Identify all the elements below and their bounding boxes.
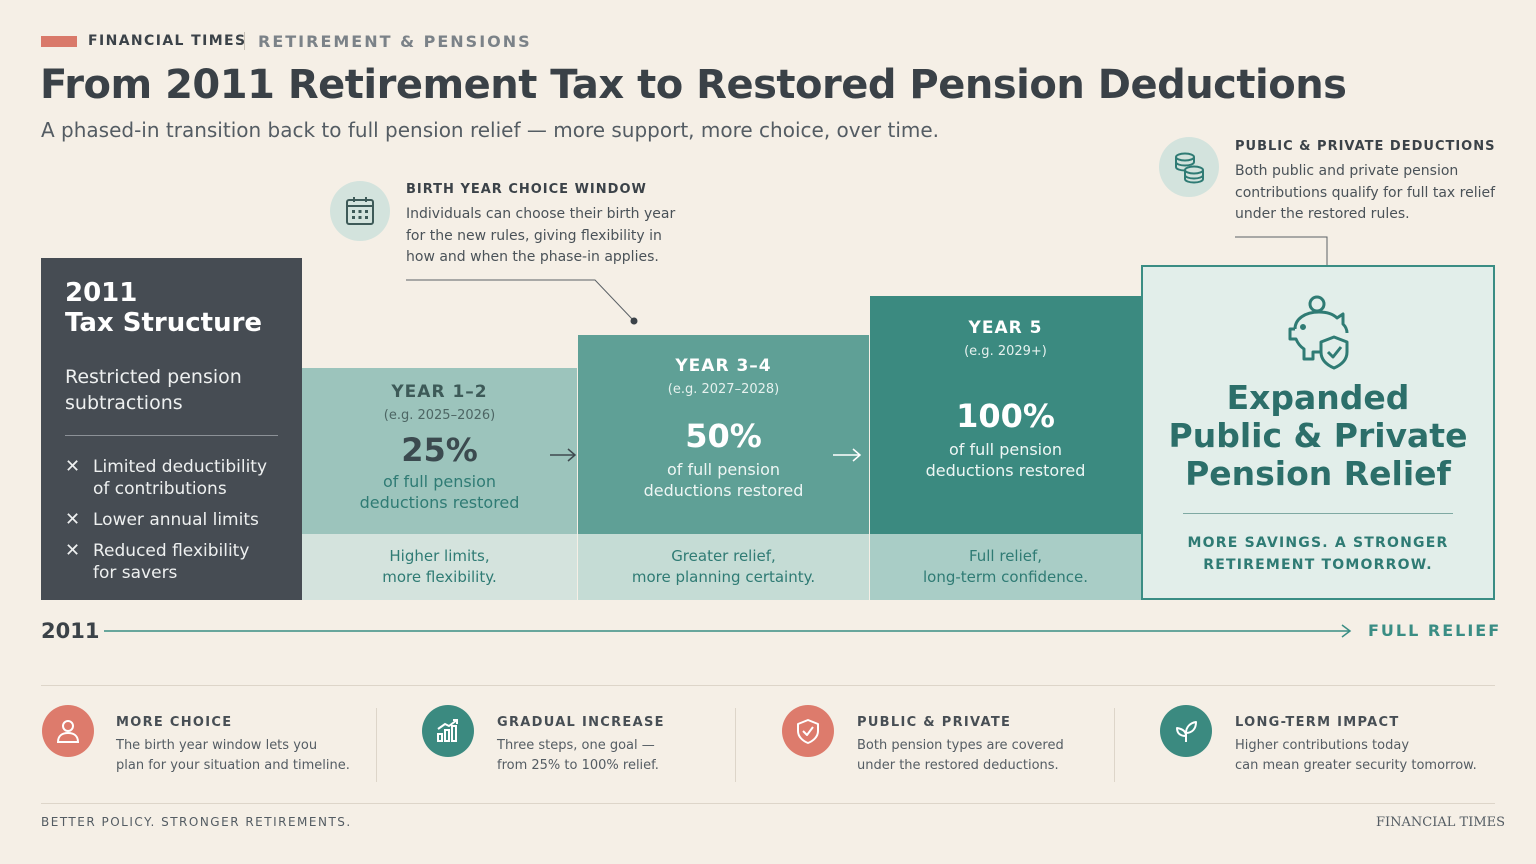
benefit-divider <box>1114 708 1115 782</box>
brand-accent-bar <box>41 36 77 47</box>
step-year-label: YEAR 1–2 <box>391 382 488 402</box>
cross-icon: ✕ <box>65 509 81 530</box>
base-list-item: ✕ Reduced flexibility for savers <box>65 540 250 583</box>
benefit-title: MORE CHOICE <box>116 715 233 730</box>
callout-birth-year-body: Individuals can choose their birth year … <box>406 206 676 265</box>
benefit-title: GRADUAL INCREASE <box>497 715 665 730</box>
step-example-years: (e.g. 2025–2026) <box>383 408 496 423</box>
base-divider <box>65 435 278 436</box>
timeline-end-label: FULL RELIEF <box>1368 621 1502 640</box>
timeline-start-label: 2011 <box>41 619 100 643</box>
shield-check-icon <box>782 705 834 757</box>
timeline-arrow <box>104 624 1352 638</box>
footer-divider <box>41 803 1495 804</box>
person-icon <box>42 705 94 757</box>
callout-birth-year-title: BIRTH YEAR CHOICE WINDOW <box>406 182 647 197</box>
final-relief-panel: Expanded Public & Private Pension Relief… <box>1141 265 1495 600</box>
brand-name[interactable]: FINANCIAL TIMES <box>88 33 247 49</box>
footer-brand[interactable]: FINANCIAL TIMES <box>1376 815 1506 830</box>
step-footer: Higher limits, more flexibility. <box>302 534 577 600</box>
footer-tagline: BETTER POLICY. STRONGER RETIREMENTS. <box>41 815 352 829</box>
benefit-body: Three steps, one goal — from 25% to 100% … <box>497 738 659 773</box>
step-year-label: YEAR 3–4 <box>675 356 772 376</box>
step-year-3-4: YEAR 3–4 (e.g. 2027–2028) 50% of full pe… <box>578 335 869 534</box>
page-title: From 2011 Retirement Tax to Restored Pen… <box>40 62 1347 108</box>
step-example-years: (e.g. 2027–2028) <box>667 382 780 397</box>
leaf-icon <box>1160 705 1212 757</box>
step-description: of full pension deductions restored <box>359 472 520 512</box>
page-subtitle: A phased-in transition back to full pens… <box>41 118 940 142</box>
callout-public-private-title: PUBLIC & PRIVATE DEDUCTIONS <box>1235 139 1496 154</box>
step-description: of full pension deductions restored <box>925 440 1086 480</box>
step-year-label: YEAR 5 <box>968 318 1043 338</box>
benefit-body: Both pension types are covered under the … <box>857 738 1064 773</box>
benefit-divider <box>376 708 377 782</box>
final-tagline: MORE SAVINGS. A STRONGER RETIREMENT TOMO… <box>1187 535 1449 573</box>
cross-icon: ✕ <box>65 540 81 561</box>
callout-public-private-body: Both public and private pension contribu… <box>1235 163 1496 222</box>
base-2011-panel: 2011 Tax Structure Restricted pension su… <box>41 258 302 600</box>
step-percent: 50% <box>685 417 762 455</box>
calendar-icon <box>330 181 390 241</box>
step-description: of full pension deductions restored <box>643 460 804 500</box>
step-footer: Full relief, long-term confidence. <box>870 534 1141 600</box>
base-list-item: ✕ Limited deductibility of contributions <box>65 456 268 499</box>
benefit-divider <box>735 708 736 782</box>
cross-icon: ✕ <box>65 456 81 477</box>
step-year-1-2: YEAR 1–2 (e.g. 2025–2026) 25% of full pe… <box>302 368 577 534</box>
final-title: Expanded Public & Private Pension Relief <box>1168 378 1468 493</box>
step-percent: 25% <box>401 431 478 469</box>
bar-chart-icon <box>422 705 474 757</box>
section-label[interactable]: RETIREMENT & PENSIONS <box>258 32 532 51</box>
base-title: 2011 Tax Structure <box>65 278 263 338</box>
benefit-body: Higher contributions today can mean great… <box>1235 738 1477 773</box>
arrow-right-icon <box>833 448 862 462</box>
base-list-item: ✕ Lower annual limits <box>65 509 259 530</box>
step-year-5: YEAR 5 (e.g. 2029+) 100% of full pension… <box>870 296 1141 534</box>
header-divider <box>244 32 245 50</box>
base-subtitle: Restricted pension subtractions <box>65 366 242 414</box>
final-divider <box>1183 513 1453 514</box>
callout-birth-year-leader <box>406 279 638 325</box>
arrow-right-icon <box>550 448 577 462</box>
piggy-bank-shield-icon <box>1143 293 1493 373</box>
coins-icon <box>1159 137 1219 197</box>
benefit-body: The birth year window lets you plan for y… <box>116 738 350 773</box>
step-example-years: (e.g. 2029+) <box>964 344 1047 359</box>
benefit-title: PUBLIC & PRIVATE <box>857 715 1012 730</box>
benefits-top-divider <box>41 685 1495 686</box>
step-percent: 100% <box>956 397 1055 435</box>
benefit-title: LONG-TERM IMPACT <box>1235 715 1400 730</box>
step-footer: Greater relief, more planning certainty. <box>578 534 869 600</box>
